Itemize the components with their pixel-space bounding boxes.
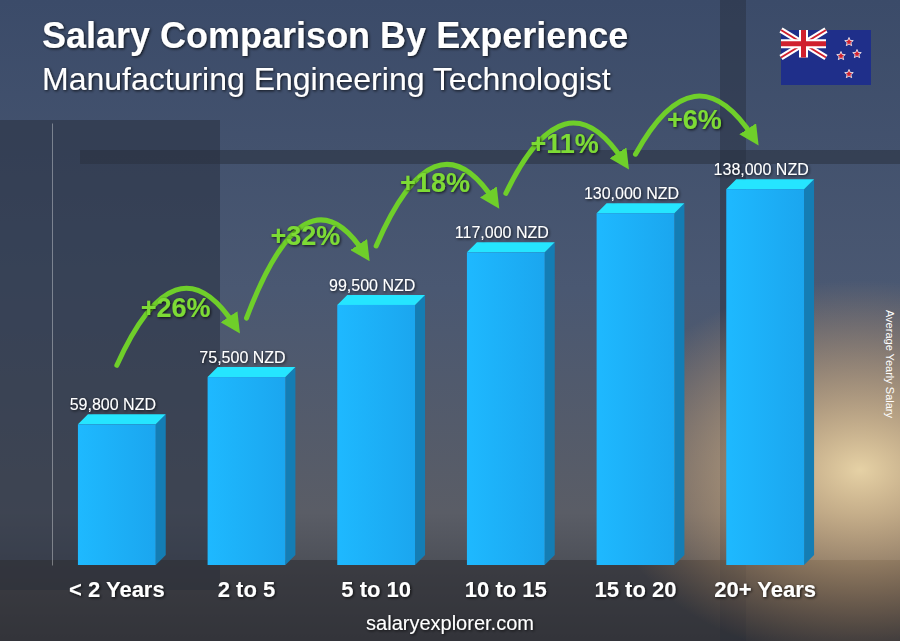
flag — [781, 30, 871, 85]
data-label: 138,000 NZD — [714, 161, 809, 178]
bar-side — [156, 414, 166, 565]
source: salaryexplorer.com — [366, 612, 534, 634]
data-label: 130,000 NZD — [584, 185, 679, 202]
bar — [467, 252, 545, 565]
flag-saltire — [781, 30, 826, 58]
title: Salary Comparison By Experience — [42, 15, 628, 56]
bars — [78, 179, 814, 565]
flag-union — [781, 30, 826, 58]
annotation: +11% — [531, 129, 599, 159]
data-label: 117,000 NZD — [455, 224, 549, 241]
x-axis-line — [53, 565, 831, 566]
data-label: 75,500 NZD — [199, 349, 285, 366]
flag-field — [781, 30, 871, 85]
annotation-arrow — [247, 220, 365, 318]
bar-side — [285, 367, 295, 565]
flag-star — [837, 52, 846, 60]
y-axis — [52, 124, 53, 566]
x-tick: 15 to 20 — [595, 565, 677, 602]
x-tick-label: 20+ Years — [714, 577, 816, 602]
flag-star — [853, 50, 862, 58]
annotation: +26% — [141, 293, 211, 323]
x-tick: 2 to 5 — [218, 565, 275, 602]
y-axis-line — [52, 124, 53, 566]
bar-top — [597, 203, 685, 213]
annotation-arrow — [376, 164, 494, 246]
data-labels: 59,800 NZD 75,500 NZD 99,500 NZD 117,000 NZ… — [70, 161, 809, 413]
annotation: +6% — [667, 105, 722, 135]
x-tick-label: 10 to 15 — [465, 577, 547, 602]
bar-top — [78, 414, 166, 424]
flag-saltire-red — [781, 30, 826, 58]
bar — [78, 424, 156, 565]
bar-group — [208, 367, 296, 565]
annotation: +32% — [270, 221, 340, 251]
chart-svg: Salary Comparison By Experience Manufactu… — [0, 0, 900, 641]
x-tick-label: 15 to 20 — [595, 577, 677, 602]
annotation-arrow — [117, 288, 235, 365]
data-label: 99,500 NZD — [329, 277, 415, 294]
chart-container: Salary Comparison By Experience Manufactu… — [0, 0, 900, 641]
y-axis-title: Average Yearly Salary — [884, 310, 896, 419]
bar-top — [467, 242, 555, 252]
x-tick: 20+ Years — [714, 565, 816, 602]
bar-top — [208, 367, 296, 377]
flag-cross — [781, 30, 826, 58]
x-tick-label: 5 to 10 — [341, 577, 411, 602]
bar-side — [415, 295, 425, 565]
x-tick-label: 2 to 5 — [218, 577, 275, 602]
x-tick: 10 to 15 — [465, 565, 547, 602]
bar-group — [597, 203, 685, 565]
subtitle: Manufacturing Engineering Technologist — [42, 61, 611, 97]
bar-group — [337, 295, 425, 565]
annotation-arrow — [506, 123, 624, 193]
bar-side — [804, 179, 814, 565]
annotation: +18% — [400, 168, 470, 198]
bar-top — [337, 295, 425, 305]
flag-star — [845, 38, 854, 46]
x-tick: < 2 Years — [69, 565, 165, 602]
background-fill — [0, 0, 900, 641]
bar — [337, 305, 415, 565]
x-tick-label: < 2 Years — [69, 577, 165, 602]
background — [0, 0, 900, 641]
bar-group — [78, 414, 166, 565]
flag-star — [845, 70, 854, 78]
annotation-arrow — [636, 96, 754, 154]
x-axis: < 2 Years 2 to 5 5 to 10 10 to 15 15 to 20 20… — [53, 565, 831, 602]
bar — [208, 377, 286, 565]
flag-cross-red — [781, 30, 826, 58]
bar — [726, 189, 804, 565]
bar — [597, 213, 675, 565]
data-label: 59,800 NZD — [70, 396, 156, 413]
bar-group — [726, 179, 814, 565]
bar-group — [467, 242, 555, 565]
bar-top — [726, 179, 814, 189]
annotations: +26% +32% +18% +11% +6% — [117, 96, 753, 365]
x-tick: 5 to 10 — [341, 565, 411, 602]
bar-side — [674, 203, 684, 565]
bar-side — [545, 242, 555, 565]
background-building — [0, 120, 220, 590]
